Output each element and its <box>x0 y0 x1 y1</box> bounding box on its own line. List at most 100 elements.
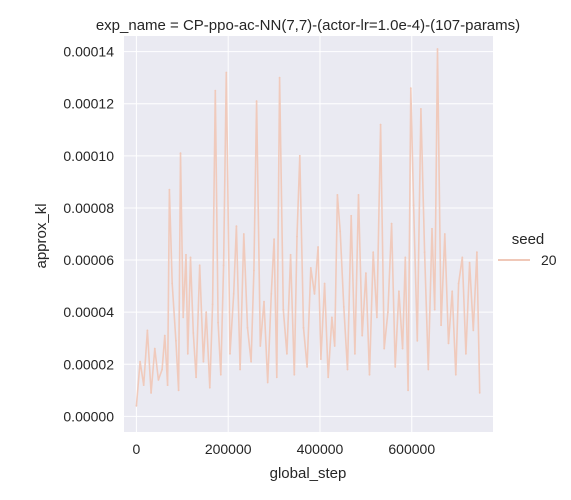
data-point <box>142 384 145 386</box>
data-point <box>336 194 339 196</box>
data-point <box>357 194 360 196</box>
data-point <box>246 326 249 329</box>
data-point <box>394 366 397 368</box>
data-point <box>282 308 285 311</box>
data-point <box>198 264 201 267</box>
data-point <box>440 324 442 327</box>
data-point <box>457 282 460 285</box>
x-tick-label: 200000 <box>205 441 252 457</box>
data-point <box>182 316 185 319</box>
data-point <box>313 293 316 295</box>
data-point <box>195 376 198 379</box>
data-point <box>225 71 228 74</box>
data-point <box>229 352 231 355</box>
data-point <box>465 352 467 355</box>
data-point <box>433 308 436 311</box>
data-point <box>461 256 464 259</box>
y-axis-label: approx_kl <box>33 203 50 268</box>
data-point <box>409 87 412 89</box>
data-point <box>270 293 273 295</box>
data-point <box>185 253 187 256</box>
data-point <box>431 227 433 230</box>
data-point <box>372 251 375 254</box>
data-point <box>302 326 305 329</box>
y-tick-label: 0.00008 <box>63 200 114 216</box>
data-point <box>208 386 211 389</box>
chart-title: exp_name = CP-ppo-ac-NN(7,7)-(actor-lr=1… <box>96 17 520 34</box>
data-point <box>266 381 269 384</box>
data-point <box>478 392 481 394</box>
data-point <box>157 379 160 381</box>
data-point <box>163 334 166 337</box>
data-point <box>416 339 419 342</box>
data-point <box>222 264 225 267</box>
data-point <box>286 352 288 355</box>
legend: seed 20 <box>498 231 557 268</box>
data-point <box>354 352 356 355</box>
data-point <box>161 368 164 371</box>
y-tick-label: 0.00004 <box>63 304 114 320</box>
data-point <box>139 360 142 363</box>
data-point <box>420 108 422 110</box>
data-point <box>423 251 426 254</box>
x-tick-label: 0 <box>132 441 140 457</box>
data-point <box>235 225 238 228</box>
legend-entry-label: 20 <box>541 252 557 268</box>
legend-title: seed <box>512 231 545 248</box>
data-point <box>361 334 364 337</box>
data-point <box>376 316 378 319</box>
data-point <box>412 204 415 207</box>
data-point <box>317 246 319 248</box>
data-point <box>192 332 195 334</box>
x-tick-label: 600000 <box>388 441 435 457</box>
data-point <box>320 358 322 360</box>
data-point <box>168 188 171 191</box>
data-point <box>404 256 407 259</box>
data-point <box>331 316 333 319</box>
y-tick-label: 0.00002 <box>63 356 114 372</box>
data-point <box>242 233 245 235</box>
data-point <box>387 311 389 314</box>
data-point <box>166 384 169 386</box>
data-point <box>259 345 262 347</box>
data-point <box>323 282 326 285</box>
data-point <box>306 366 308 368</box>
data-point <box>146 329 149 332</box>
data-point <box>309 267 312 269</box>
data-point <box>436 48 439 50</box>
data-point <box>390 222 393 225</box>
data-point <box>339 230 342 233</box>
data-point <box>232 293 235 295</box>
data-point <box>217 321 220 324</box>
data-point <box>171 282 174 285</box>
data-point <box>253 269 255 272</box>
data-point <box>205 311 208 314</box>
data-point <box>278 76 281 79</box>
data-point <box>407 389 409 392</box>
data-point <box>293 373 296 376</box>
data-point <box>398 290 400 293</box>
data-point <box>365 272 367 274</box>
data-point <box>135 405 138 407</box>
data-point <box>219 373 222 376</box>
y-tick-label: 0.00000 <box>63 408 114 424</box>
data-point <box>250 360 253 363</box>
data-point <box>468 261 471 264</box>
x-axis-ticks: 0 200000 400000 600000 <box>132 441 435 457</box>
y-axis-ticks: 0.00000 0.00002 0.00004 0.00006 0.00008 0.000… <box>63 44 114 425</box>
data-point <box>472 329 475 332</box>
data-point <box>175 339 177 342</box>
data-point <box>153 347 156 350</box>
data-point <box>186 352 189 355</box>
x-tick-label: 400000 <box>297 441 344 457</box>
data-point <box>454 373 457 376</box>
data-point <box>447 342 450 345</box>
data-point <box>401 347 404 350</box>
data-point <box>350 214 353 217</box>
series-layer <box>135 48 481 407</box>
data-point <box>177 389 180 392</box>
data-point <box>211 303 214 306</box>
data-point <box>327 376 330 379</box>
x-axis-label: global_step <box>270 465 347 482</box>
